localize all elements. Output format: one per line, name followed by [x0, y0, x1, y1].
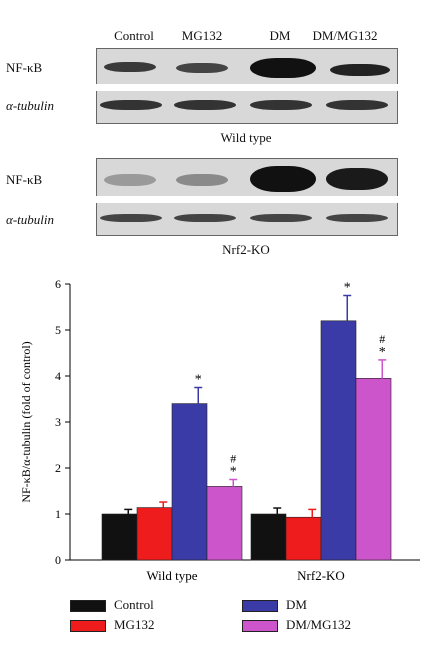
- y-tick-label: 2: [55, 461, 61, 475]
- significance-star: *: [195, 373, 202, 388]
- band-ko-nfkb-control: [104, 174, 156, 186]
- y-tick-label: 4: [55, 369, 61, 383]
- y-tick-label: 6: [55, 277, 61, 291]
- band-ko-tubulin-mg132: [174, 214, 236, 222]
- band-ko-tubulin-dm-mg132: [326, 214, 388, 222]
- legend-label-dm-mg132: DM/MG132: [286, 617, 352, 632]
- legend-label-dm: DM: [286, 597, 307, 612]
- x-category-label: Wild type: [146, 568, 197, 583]
- blot-caption-nrf2-ko: Nrf2-KO: [222, 242, 270, 257]
- y-tick-label: 1: [55, 507, 61, 521]
- bar-control-nrf2-ko: [250, 513, 287, 561]
- x-category-label: Nrf2-KO: [297, 568, 345, 583]
- lane-header-dm-mg132: DM/MG132: [312, 28, 378, 43]
- band-wt-tubulin-dm-mg132: [326, 100, 388, 110]
- band-wt-tubulin-mg132: [174, 100, 236, 110]
- bar-mg132-wild-type: [136, 507, 173, 561]
- band-wt-nfkb-dm: [250, 58, 316, 78]
- legend-label-mg132: MG132: [114, 617, 155, 632]
- band-ko-nfkb-mg132: [176, 174, 228, 186]
- y-tick-label: 0: [55, 553, 61, 567]
- blot-caption-wild-type: Wild type: [220, 130, 272, 145]
- bar-dm-nrf2-ko: [320, 320, 357, 561]
- band-ko-nfkb-dm-mg132: [326, 168, 388, 190]
- band-wt-tubulin-dm: [250, 100, 312, 110]
- band-ko-tubulin-dm: [250, 214, 312, 222]
- blot-label-tubulin: α-tubulin: [6, 98, 54, 113]
- bar-dm-mg132-nrf2-ko: [355, 378, 392, 561]
- bar-mg132-nrf2-ko: [285, 516, 322, 561]
- legend: Control MG132 DM DM/MG132: [70, 597, 400, 640]
- legend-label-control: Control: [114, 597, 154, 612]
- significance-hash: #: [230, 452, 236, 466]
- blot-label-tubulin: α-tubulin: [6, 212, 54, 227]
- significance-star: *: [379, 345, 386, 360]
- blot-separator: [96, 196, 398, 203]
- bar-dm-mg132-wild-type: [206, 486, 243, 561]
- legend-swatch-dm: [242, 600, 278, 612]
- bar-dm-wild-type: [171, 403, 208, 561]
- y-tick-label: 3: [55, 415, 61, 429]
- y-tick-label: 5: [55, 323, 61, 337]
- band-wt-nfkb-control: [104, 62, 156, 72]
- significance-star: *: [230, 465, 237, 480]
- band-ko-tubulin-control: [100, 214, 162, 222]
- lane-header-dm: DM: [269, 28, 291, 43]
- bar-chart: 0 1 2 3 4 5 6 NF-κB/α-tubulin (fold of control)…: [19, 277, 420, 583]
- blot-label-nfkb: NF-κB: [6, 172, 43, 187]
- lane-header-control: Control: [114, 28, 154, 43]
- bar-control-wild-type: [101, 513, 138, 561]
- band-wt-tubulin-control: [100, 100, 162, 110]
- band-ko-nfkb-dm: [250, 166, 316, 192]
- significance-hash: #: [379, 332, 385, 346]
- blot-label-nfkb: NF-κB: [6, 60, 43, 75]
- lane-header-mg132: MG132: [181, 28, 223, 43]
- band-wt-nfkb-dm-mg132: [330, 64, 390, 76]
- legend-swatch-mg132: [70, 620, 106, 632]
- band-wt-nfkb-mg132: [176, 63, 228, 73]
- significance-star: *: [344, 281, 351, 296]
- legend-swatch-control: [70, 600, 106, 612]
- legend-swatch-dm-mg132: [242, 620, 278, 632]
- blot-separator: [96, 84, 398, 91]
- y-axis-label: NF-κB/α-tubulin (fold of control): [19, 341, 33, 502]
